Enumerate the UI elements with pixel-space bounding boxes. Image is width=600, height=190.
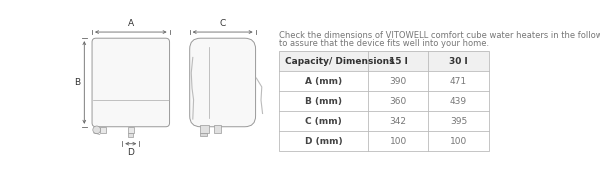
Bar [279, 51, 489, 151]
FancyBboxPatch shape [190, 38, 256, 127]
Text: C: C [220, 19, 226, 28]
Bar [200, 133, 206, 136]
Text: 471: 471 [450, 77, 467, 86]
Bar [128, 127, 134, 133]
Bar [100, 127, 106, 133]
Text: A: A [128, 19, 134, 28]
Text: 100: 100 [450, 137, 467, 146]
Text: 15 l: 15 l [389, 57, 407, 66]
Text: 360: 360 [389, 97, 407, 106]
Text: 395: 395 [450, 117, 467, 126]
Text: 439: 439 [450, 97, 467, 106]
FancyBboxPatch shape [92, 38, 170, 127]
Text: 390: 390 [389, 77, 407, 86]
Text: D: D [127, 148, 134, 157]
Text: Capacity/ Dimensions: Capacity/ Dimensions [285, 57, 395, 66]
Circle shape [93, 126, 101, 134]
Text: A (mm): A (mm) [305, 77, 342, 86]
Text: 342: 342 [389, 117, 407, 126]
Bar [200, 125, 209, 133]
Bar [214, 125, 221, 133]
Text: B: B [74, 78, 80, 87]
Text: B (mm): B (mm) [305, 97, 342, 106]
Text: D (mm): D (mm) [305, 137, 342, 146]
Text: 100: 100 [389, 137, 407, 146]
Text: Check the dimensions of VITOWELL comfort cube water heaters in the following ove: Check the dimensions of VITOWELL comfort… [279, 31, 600, 40]
Text: 30 l: 30 l [449, 57, 468, 66]
Text: C (mm): C (mm) [305, 117, 342, 126]
Bar [279, 51, 489, 71]
Bar [128, 133, 133, 137]
Text: to assure that the device fits well into your home.: to assure that the device fits well into… [279, 39, 489, 48]
